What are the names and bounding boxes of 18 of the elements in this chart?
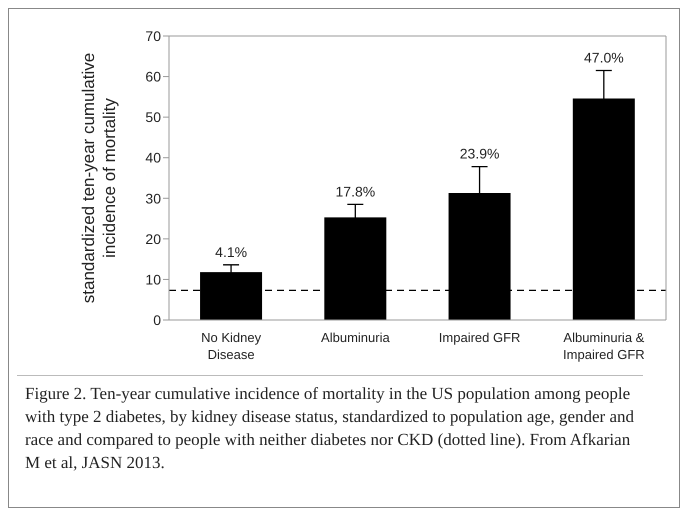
annotation: 4.1%: [215, 244, 248, 260]
x-tick-label: Albuminuria & Impaired GFR: [563, 330, 645, 362]
annotation: 47.0%: [584, 49, 624, 66]
caption: Figure 2. Ten-year cumulative incidence of mortality in the US population among people with type 2 diabetes, by kidney disease status, standardized to population age, gender and race and compared to people with neither diabetes nor CKD (dotted line). From Afkarian M et al, JASN 2013.: [25, 383, 635, 474]
annotation: 17.8%: [336, 183, 376, 200]
y-tick-label: 10: [145, 271, 162, 288]
y-tick-label: 60: [145, 68, 162, 85]
x-tick-label: Impaired GFR: [438, 330, 520, 345]
y-tick-label: 50: [145, 109, 162, 126]
x-tick-label: Albuminuria: [321, 330, 390, 345]
y-tick-label: 70: [145, 28, 162, 44]
y-axis-title: standardized ten-year cumulative incidence of mortality: [78, 52, 120, 303]
y-tick-label: 20: [145, 230, 162, 247]
y-tick-label: 40: [145, 150, 162, 166]
y-tick-label: 30: [145, 190, 162, 206]
annotation: 23.9%: [460, 146, 500, 162]
x-tick-label: No Kidney Disease: [201, 330, 262, 362]
y-tick-label: 0: [153, 312, 162, 328]
